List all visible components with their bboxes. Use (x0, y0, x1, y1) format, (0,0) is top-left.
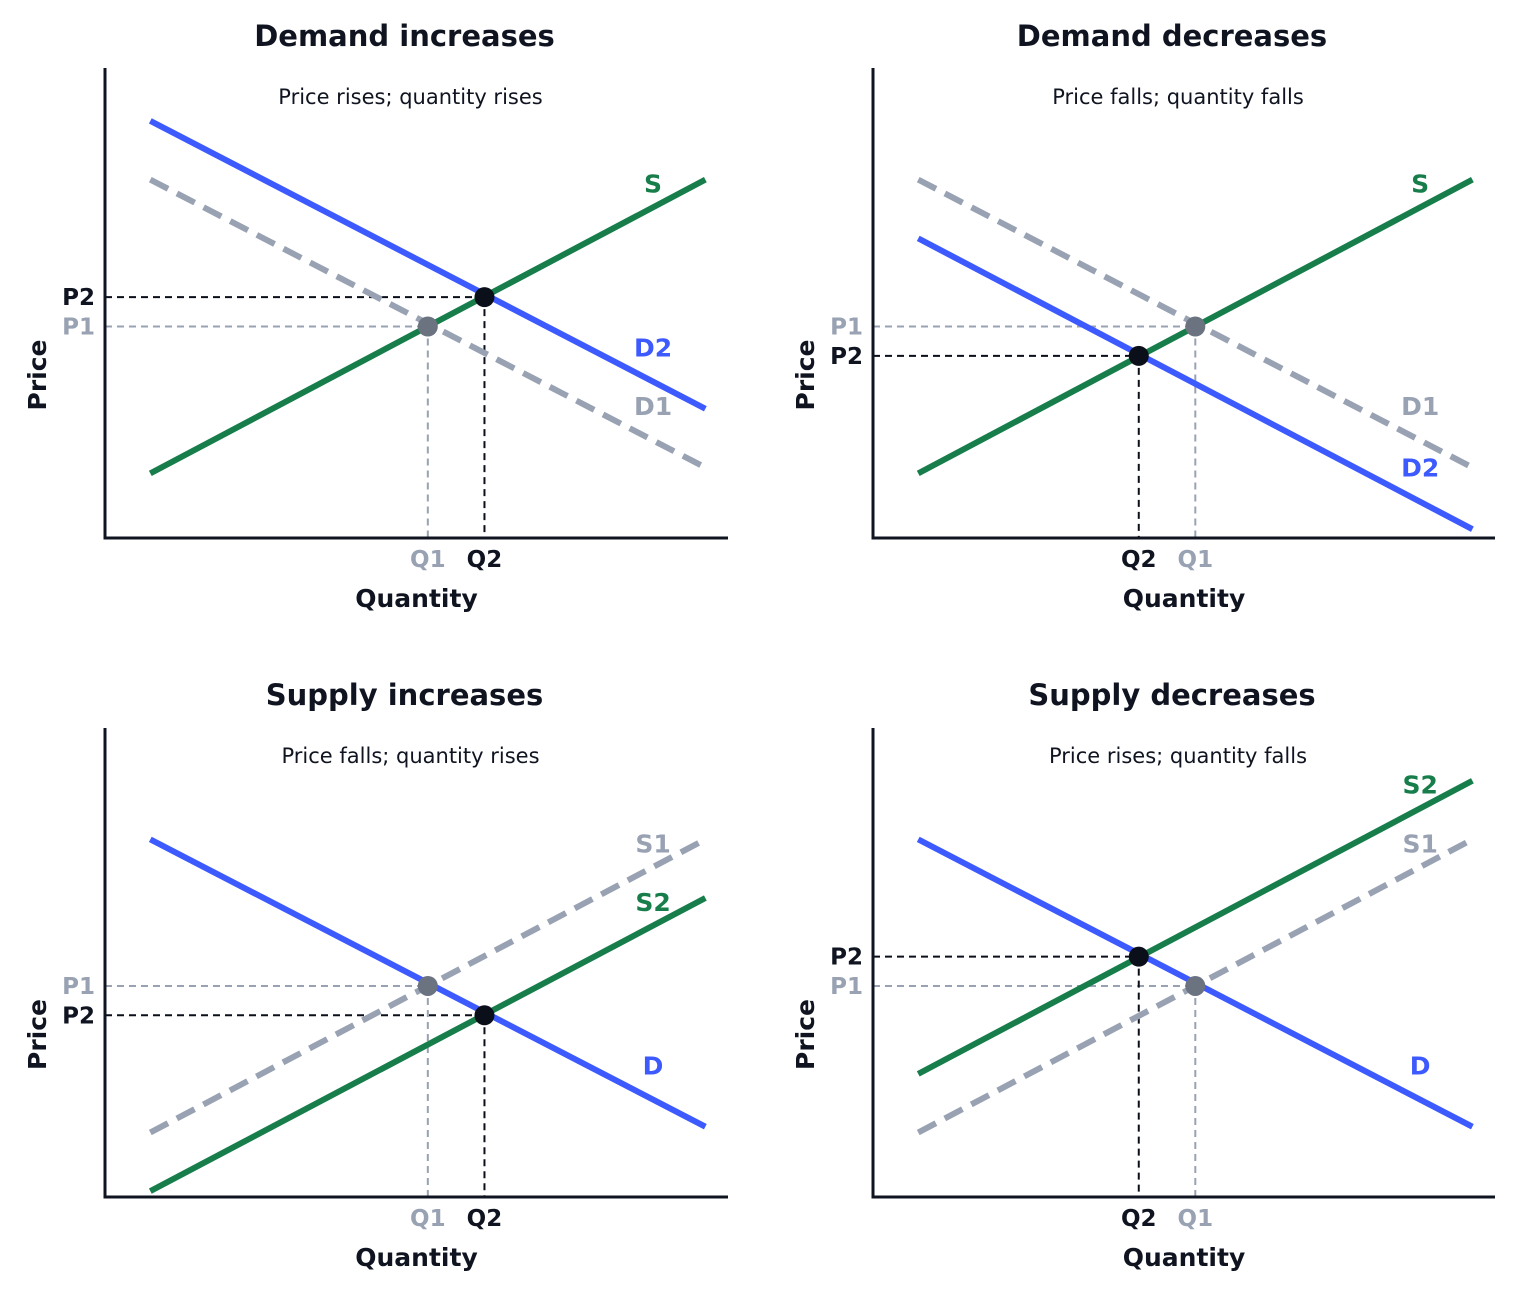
chart-title: Demand decreases (1017, 19, 1327, 53)
y-axis-label: Price (23, 340, 52, 411)
equilibrium-point-q2 (474, 287, 495, 308)
tick-label-q1: Q1 (410, 547, 446, 573)
chart-subtitle: Price rises; quantity rises (278, 85, 542, 109)
curve-d2 (916, 235, 1474, 532)
equilibrium-point-q1 (417, 316, 438, 337)
tick-label-p2: P2 (62, 1003, 95, 1029)
tick-label-q1: Q1 (1178, 1206, 1214, 1232)
curve-label-s2: S2 (635, 888, 670, 917)
tick-label-p2: P2 (830, 344, 863, 370)
x-axis-label: Quantity (355, 1243, 478, 1272)
tick-label-p2: P2 (830, 945, 863, 971)
tick-label-p1: P1 (830, 315, 863, 341)
curve-label-s1: S1 (1402, 829, 1437, 858)
chart-title: Demand increases (254, 19, 555, 53)
equilibrium-point-q2 (474, 1005, 495, 1026)
curve-label-s2: S2 (1402, 771, 1437, 800)
y-axis-label: Price (23, 999, 52, 1070)
curve-label-d: D (1410, 1051, 1431, 1080)
tick-label-q2: Q2 (1121, 547, 1157, 573)
curve-label-d1: D1 (634, 392, 672, 421)
chart-subtitle: Price falls; quantity falls (1052, 85, 1304, 109)
chart-panel-4: Supply decreases Price rises; quantity fa… (791, 678, 1495, 1272)
curve-s2 (916, 778, 1474, 1077)
curve-label-s: S (644, 170, 662, 199)
x-axis-label: Quantity (355, 584, 478, 613)
curve-label-s: S (1411, 170, 1429, 199)
equilibrium-point-q2 (1128, 946, 1149, 967)
chart-panel-3: Supply increases Price falls; quantity ri… (23, 678, 728, 1272)
chart-panel-1: Demand increases Price rises; quantity ri… (23, 19, 728, 613)
equilibrium-point-q2 (1128, 345, 1149, 366)
chart-subtitle: Price rises; quantity falls (1049, 744, 1307, 768)
y-axis-label: Price (791, 340, 820, 411)
x-axis-label: Quantity (1123, 584, 1246, 613)
tick-label-q2: Q2 (467, 1206, 503, 1232)
chart-subtitle: Price falls; quantity rises (281, 744, 539, 768)
tick-label-q1: Q1 (410, 1206, 446, 1232)
tick-label-p1: P1 (62, 974, 95, 1000)
chart-panel-2: Demand decreases Price falls; quantity fa… (791, 19, 1495, 613)
tick-label-q2: Q2 (467, 547, 503, 573)
curve-label-s1: S1 (635, 829, 670, 858)
tick-label-q1: Q1 (1178, 547, 1214, 573)
curve-s2 (148, 895, 707, 1194)
curve-label-d: D (643, 1051, 664, 1080)
chart-title: Supply increases (266, 678, 544, 712)
equilibrium-point-q1 (1185, 316, 1206, 337)
tick-label-p2: P2 (62, 285, 95, 311)
x-axis-label: Quantity (1123, 1243, 1246, 1272)
equilibrium-point-q1 (417, 975, 438, 996)
tick-label-p1: P1 (830, 974, 863, 1000)
equilibrium-point-q1 (1185, 975, 1206, 996)
curve-label-d2: D2 (1401, 454, 1439, 483)
curve-label-d2: D2 (634, 333, 672, 362)
tick-label-p1: P1 (62, 315, 95, 341)
curve-d2 (148, 118, 707, 412)
chart-title: Supply decreases (1028, 678, 1315, 712)
tick-label-q2: Q2 (1121, 1206, 1157, 1232)
curve-label-d1: D1 (1401, 392, 1439, 421)
y-axis-label: Price (791, 999, 820, 1070)
